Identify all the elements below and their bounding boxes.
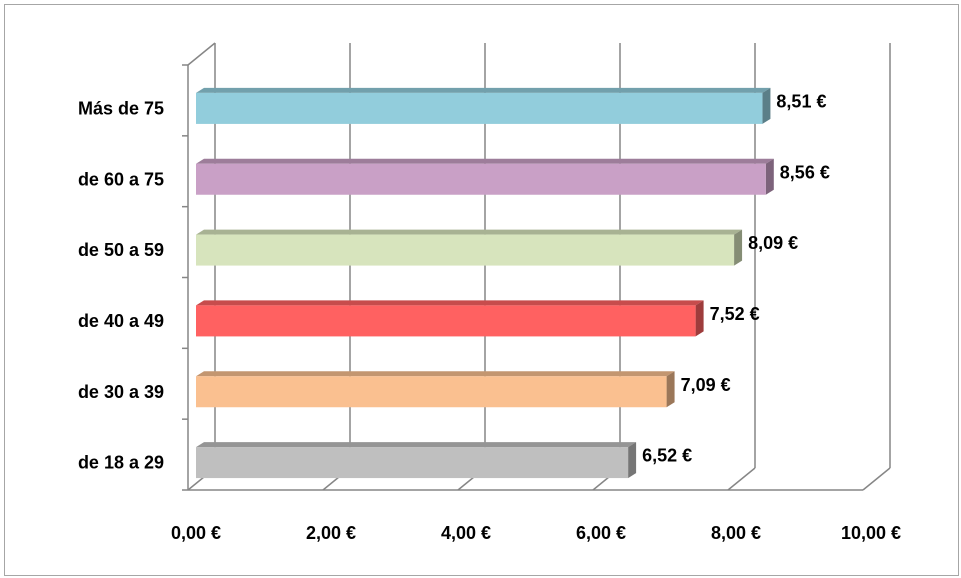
x-tick-label: 2,00 € — [306, 523, 356, 543]
labels: Más de 75 8,51 € de 60 a 75 8,56 € de 50 a 5… — [78, 91, 901, 543]
bar-side-face — [695, 300, 704, 337]
data-label: 7,09 € — [681, 375, 731, 395]
x-tick-label: 10,00 € — [841, 523, 901, 543]
bar-top-face — [196, 300, 704, 306]
floor-diagonal — [727, 467, 756, 491]
bars — [196, 87, 774, 479]
x-tick-label: 8,00 € — [711, 523, 761, 543]
bar — [196, 442, 637, 479]
wall-top-edge — [187, 42, 216, 66]
data-label: 6,52 € — [642, 446, 692, 466]
bar-top-face — [196, 442, 637, 448]
category-label: de 60 a 75 — [78, 169, 164, 189]
bar-side-face — [628, 442, 637, 479]
axes — [182, 42, 891, 491]
bar-side-face — [734, 229, 743, 266]
bar-top-face — [196, 87, 771, 93]
bar — [196, 371, 675, 408]
category-label: de 18 a 29 — [78, 453, 164, 473]
bar — [196, 229, 743, 266]
bar — [196, 300, 704, 337]
bar-side-face — [762, 87, 771, 124]
x-tick-label: 0,00 € — [171, 523, 221, 543]
bar-front-face — [196, 163, 766, 195]
bar-side-face — [765, 158, 774, 195]
bar-top-face — [196, 371, 675, 377]
bar — [196, 158, 774, 195]
x-tick-label: 4,00 € — [441, 523, 491, 543]
data-label: 8,56 € — [780, 162, 830, 182]
bar-top-face — [196, 158, 774, 164]
category-label: de 50 a 59 — [78, 240, 164, 260]
bar-front-face — [196, 376, 667, 408]
bar — [196, 87, 771, 124]
data-label: 7,52 € — [710, 304, 760, 324]
bar-front-face — [196, 447, 629, 479]
category-label: de 40 a 49 — [78, 311, 164, 331]
category-label: Más de 75 — [78, 98, 164, 118]
bar-front-face — [196, 305, 696, 337]
category-label: de 30 a 39 — [78, 382, 164, 402]
bar-front-face — [196, 234, 735, 266]
bar-side-face — [666, 371, 675, 408]
floor-diagonal — [862, 467, 891, 491]
data-label: 8,09 € — [748, 233, 798, 253]
data-label: 8,51 € — [776, 91, 826, 111]
bar-front-face — [196, 92, 763, 124]
bar-top-face — [196, 229, 743, 235]
x-tick-label: 6,00 € — [576, 523, 626, 543]
